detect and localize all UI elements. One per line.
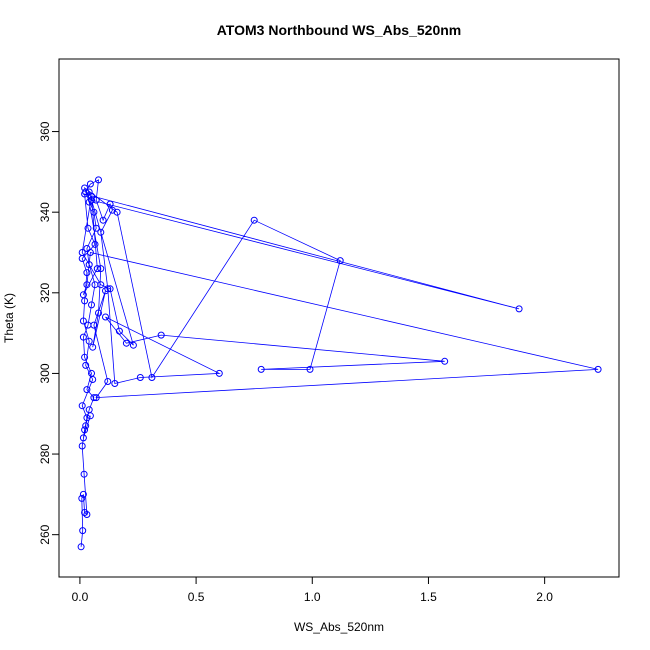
data-point: [83, 386, 91, 394]
series-line: [80, 179, 599, 547]
data-point: [90, 394, 98, 402]
data-point: [91, 240, 99, 248]
y-tick-label: 360: [38, 121, 52, 141]
data-point: [88, 301, 95, 309]
data-point: [79, 317, 87, 325]
data-point: [97, 228, 105, 236]
y-axis: 260 280 300 320 340 360: [38, 121, 60, 545]
data-point: [78, 249, 86, 256]
y-tick-label: 340: [38, 202, 52, 222]
data-point: [83, 269, 91, 277]
data-point: [306, 365, 314, 373]
data-point: [79, 434, 87, 442]
data-point: [515, 305, 523, 313]
data-point: [91, 281, 99, 289]
data-point: [102, 287, 109, 295]
data-point: [250, 216, 258, 224]
data-point: [157, 331, 165, 339]
data-point: [81, 297, 89, 305]
data-point: [85, 406, 93, 414]
data-point: [122, 339, 130, 347]
data-point: [88, 196, 95, 204]
data-point: [441, 357, 449, 365]
data-point: [99, 216, 107, 224]
data-point: [136, 374, 144, 381]
x-tick-label: 2.0: [536, 590, 553, 604]
data-point: [88, 192, 95, 200]
data-point: [89, 376, 97, 383]
data-point: [80, 470, 88, 478]
y-tick-label: 260: [38, 524, 52, 544]
data-point: [79, 490, 87, 498]
data-point: [111, 380, 119, 387]
x-axis-label: WS_Abs_520nm: [294, 620, 384, 634]
data-point: [78, 442, 86, 450]
data-point: [88, 369, 95, 377]
data-point: [81, 190, 89, 198]
data-point: [95, 309, 102, 317]
data-point: [95, 176, 102, 184]
series-theta: [77, 176, 602, 551]
data-point: [83, 511, 91, 518]
y-tick-label: 320: [38, 282, 52, 302]
y-tick-label: 300: [38, 363, 52, 383]
data-point: [106, 285, 114, 293]
data-point: [106, 200, 114, 208]
data-point: [92, 196, 100, 204]
data-point: [93, 265, 101, 273]
data-point: [113, 208, 121, 216]
data-point: [83, 414, 91, 422]
data-point: [85, 337, 93, 345]
data-point: [594, 365, 602, 373]
data-point: [102, 313, 109, 321]
data-point: [81, 509, 89, 516]
data-point: [336, 257, 344, 265]
data-point: [89, 343, 97, 351]
data-point: [78, 494, 86, 502]
data-point: [108, 206, 116, 214]
data-point: [90, 321, 98, 329]
data-point: [104, 378, 112, 385]
data-point: [104, 285, 112, 293]
data-point: [86, 412, 94, 420]
data-point: [82, 361, 90, 369]
data-point: [85, 188, 93, 196]
y-axis-label: Theta (K): [2, 293, 16, 343]
data-point: [81, 353, 89, 361]
x-tick-label: 1.5: [420, 590, 437, 604]
data-point: [78, 255, 86, 262]
data-point: [257, 365, 265, 373]
data-point: [82, 422, 90, 430]
data-point: [81, 426, 89, 434]
chart-title: ATOM3 Northbound WS_Abs_520nm: [217, 22, 462, 38]
data-point: [83, 281, 91, 289]
data-point: [83, 245, 91, 252]
data-point: [78, 402, 86, 410]
x-tick-label: 1.0: [304, 590, 321, 604]
data-point: [86, 249, 94, 256]
data-point: [85, 198, 93, 206]
x-axis: 0.0 0.5 1.0 1.5 2.0: [72, 576, 553, 604]
data-point: [97, 265, 105, 273]
data-point: [92, 394, 100, 402]
data-point: [86, 180, 94, 188]
data-point: [90, 208, 98, 216]
data-point: [79, 333, 87, 341]
data-point: [84, 224, 92, 232]
data-point: [115, 327, 123, 335]
data-point: [92, 224, 100, 232]
data-point: [77, 543, 85, 551]
data-point: [148, 374, 156, 381]
x-tick-label: 0.0: [72, 590, 89, 604]
y-tick-label: 280: [38, 444, 52, 464]
data-point: [215, 369, 223, 377]
data-point: [79, 291, 87, 299]
x-tick-label: 0.5: [188, 590, 205, 604]
data-point: [129, 341, 137, 349]
data-point: [85, 261, 93, 269]
data-point: [79, 527, 87, 535]
data-point: [97, 281, 105, 289]
